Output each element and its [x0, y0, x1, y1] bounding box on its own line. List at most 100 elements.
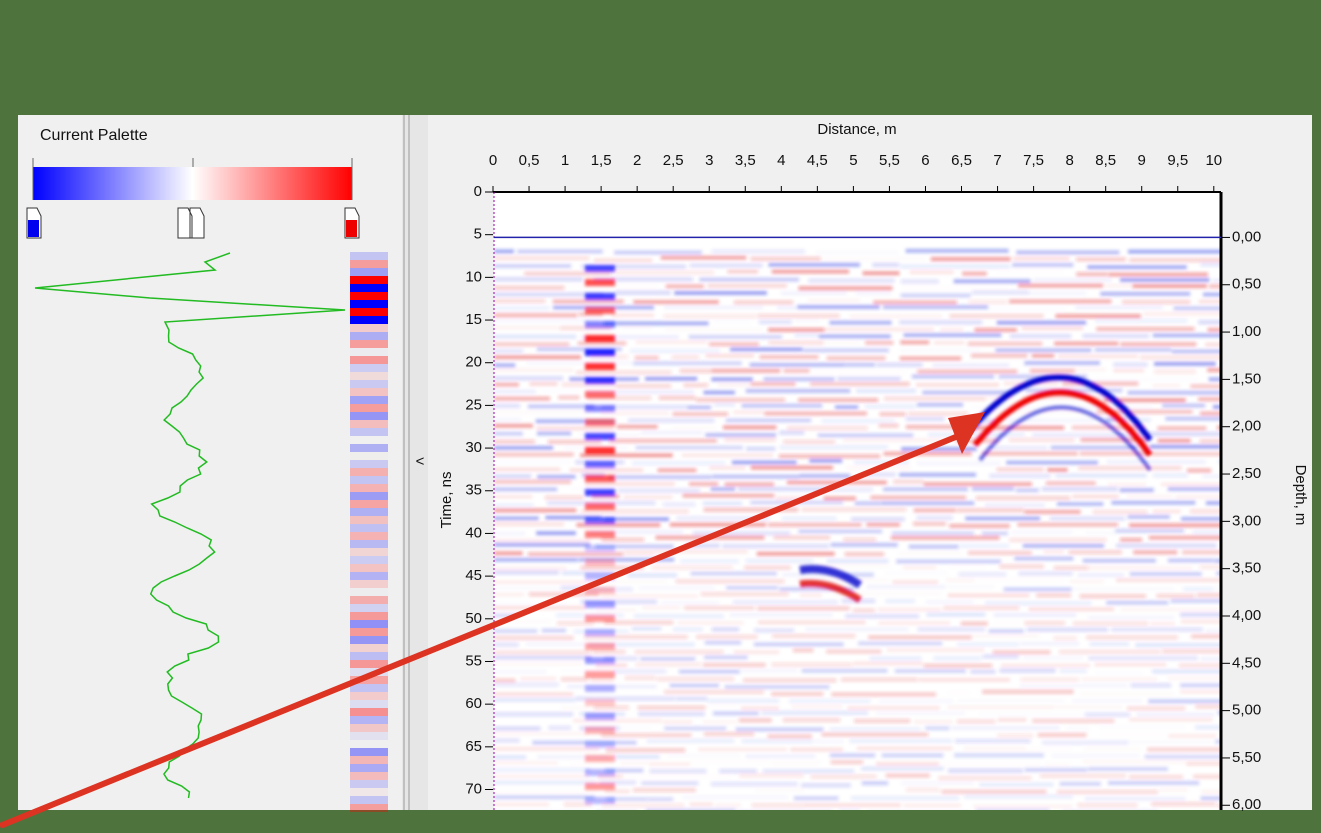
texture-band: [1090, 642, 1130, 646]
texture-band: [666, 284, 704, 288]
time-tick-label: 35: [465, 482, 482, 499]
texture-band: [494, 755, 526, 759]
texture-band: [571, 762, 613, 766]
texture-band: [925, 726, 949, 730]
texture-band: [722, 544, 829, 548]
texture-band: [883, 487, 968, 491]
screenshot: Current Palette < Distance, m Time, ns D…: [0, 0, 1321, 828]
texture-band: [1018, 572, 1072, 576]
texture-band: [1055, 314, 1140, 318]
texture-band: [750, 363, 845, 367]
texture-band: [661, 256, 747, 260]
strip-band: [350, 660, 388, 668]
texture-band: [585, 559, 615, 566]
texture-band: [585, 629, 615, 636]
texture-band: [1050, 516, 1125, 520]
texture-band: [1020, 684, 1128, 688]
texture-band: [1129, 775, 1183, 779]
texture-band: [1088, 656, 1197, 660]
texture-band: [739, 774, 803, 778]
strip-band: [350, 596, 388, 604]
texture-band: [1001, 663, 1090, 667]
texture-band: [1162, 404, 1205, 408]
texture-band: [1032, 719, 1114, 723]
texture-band: [494, 670, 546, 674]
texture-band: [1028, 747, 1072, 751]
texture-band: [664, 305, 763, 309]
texture-band: [830, 753, 875, 757]
strip-band: [350, 508, 388, 516]
texture-band: [628, 419, 714, 423]
texture-band: [933, 363, 1010, 367]
texture-band: [494, 698, 575, 702]
texture-band: [845, 552, 885, 556]
texture-band: [962, 272, 987, 276]
texture-band: [910, 270, 954, 274]
palette-marker[interactable]: [178, 208, 204, 238]
texture-band: [1081, 677, 1157, 681]
texture-band: [948, 769, 1023, 773]
texture-band: [961, 622, 988, 626]
texture-band: [998, 718, 1026, 722]
texture-band: [878, 621, 950, 625]
texture-band: [803, 348, 889, 352]
texture-band: [826, 650, 881, 654]
texture-band: [795, 319, 820, 323]
collapse-button[interactable]: <: [416, 453, 425, 470]
texture-band: [585, 447, 615, 454]
texture-band: [1083, 559, 1156, 563]
texture-band: [781, 291, 847, 295]
texture-band: [893, 480, 923, 484]
texture-band: [774, 536, 830, 540]
texture-band: [712, 627, 739, 631]
texture-band: [968, 551, 1032, 555]
texture-band: [494, 781, 596, 785]
texture-band: [931, 257, 1011, 261]
x-tick-label: 2: [633, 152, 641, 169]
texture-band: [494, 538, 591, 542]
texture-band: [585, 482, 675, 486]
texture-band: [978, 713, 1084, 717]
texture-band: [585, 321, 615, 328]
texture-band: [780, 445, 888, 449]
texture-band: [690, 760, 769, 764]
texture-band: [494, 516, 539, 520]
strip-band: [350, 500, 388, 508]
texture-band: [892, 531, 974, 535]
texture-band: [841, 678, 917, 682]
texture-band: [771, 692, 823, 696]
texture-band: [526, 642, 585, 646]
texture-band: [494, 460, 571, 464]
texture-band: [1087, 265, 1187, 269]
texture-band: [800, 474, 851, 478]
texture-band: [816, 251, 899, 255]
texture-band: [979, 783, 1053, 787]
texture-band: [1127, 494, 1173, 498]
time-tick-label: 30: [465, 439, 482, 456]
texture-band: [917, 461, 1001, 465]
texture-band: [886, 599, 915, 603]
texture-band: [494, 543, 590, 547]
texture-band: [663, 502, 696, 506]
texture-band: [1042, 487, 1118, 491]
texture-band: [585, 685, 615, 692]
texture-band: [494, 432, 523, 436]
strip-band: [350, 428, 388, 436]
texture-band: [877, 363, 923, 367]
texture-band: [948, 593, 1029, 597]
texture-band: [608, 475, 711, 479]
texture-band: [783, 369, 809, 373]
texture-band: [1095, 663, 1167, 667]
texture-band: [879, 424, 899, 428]
strip-band: [350, 700, 388, 708]
texture-band: [633, 361, 741, 365]
texture-band: [779, 454, 880, 458]
texture-band: [1154, 362, 1216, 366]
texture-band: [858, 641, 942, 645]
texture-band: [661, 601, 719, 605]
texture-band: [673, 412, 729, 416]
texture-band: [606, 748, 685, 752]
palette-bar[interactable]: [33, 167, 352, 200]
texture-band: [494, 706, 555, 710]
texture-band: [494, 571, 559, 575]
